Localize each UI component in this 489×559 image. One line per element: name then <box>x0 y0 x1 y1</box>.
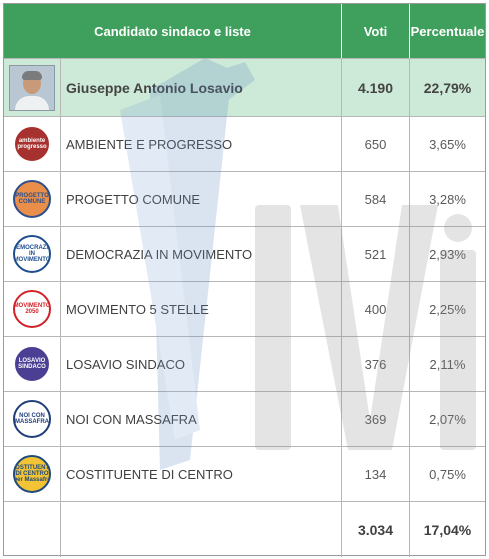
list-name: MOVIMENTO 5 STELLE <box>61 282 342 336</box>
democrazia-movimento-logo-icon: DEMOCRAZIA IN MOVIMENTO <box>13 235 51 273</box>
list-logo-cell: MOVIMENTO 2050 <box>4 282 61 336</box>
header-candidate-lists: Candidato sindaco e liste <box>4 4 342 58</box>
costituente-centro-logo-icon: COSTITUENTE DI CENTRO per Massafra <box>13 455 51 493</box>
list-row: DEMOCRAZIA IN MOVIMENTO DEMOCRAZIA IN MOV… <box>4 227 485 282</box>
header-percentage: Percentuale <box>410 23 485 39</box>
table-header: Candidato sindaco e liste Voti Percentua… <box>4 4 485 59</box>
list-percentage: 2,25% <box>429 301 466 317</box>
list-row: PROGETTO COMUNE PROGETTO COMUNE 584 3,28% <box>4 172 485 227</box>
total-votes: 3.034 <box>342 502 410 557</box>
candidate-percentage: 22,79% <box>423 79 472 96</box>
list-votes: 369 <box>342 392 410 446</box>
list-percentage: 2,07% <box>429 411 466 427</box>
movimento-5-stelle-logo-icon: MOVIMENTO 2050 <box>13 290 51 328</box>
losavio-sindaco-logo-icon: LOSAVIO SINDACO <box>13 345 51 383</box>
list-row: ambiente progresso AMBIENTE E PROGRESSO 65… <box>4 117 485 172</box>
list-name: LOSAVIO SINDACO <box>61 337 342 391</box>
list-row: MOVIMENTO 2050 MOVIMENTO 5 STELLE 400 2,25% <box>4 282 485 337</box>
list-name: AMBIENTE E PROGRESSO <box>61 117 342 171</box>
list-votes: 650 <box>342 117 410 171</box>
list-row: LOSAVIO SINDACO LOSAVIO SINDACO 376 2,11% <box>4 337 485 392</box>
list-percentage: 2,93% <box>429 246 466 262</box>
list-votes: 134 <box>342 447 410 501</box>
results-table: Candidato sindaco e liste Voti Percentua… <box>3 3 486 557</box>
candidate-votes: 4.190 <box>342 59 410 116</box>
list-row: COSTITUENTE DI CENTRO per Massafra COSTIT… <box>4 447 485 502</box>
list-name: COSTITUENTE DI CENTRO <box>61 447 342 501</box>
list-row: NOI CON MASSAFRA NOI CON MASSAFRA 369 2,07% <box>4 392 485 447</box>
total-empty-logo-cell <box>4 502 61 557</box>
list-percentage: 3,65% <box>429 136 466 152</box>
total-row: 3.034 17,04% <box>4 502 485 557</box>
noi-con-massafra-logo-icon: NOI CON MASSAFRA <box>13 400 51 438</box>
candidate-row: Giuseppe Antonio Losavio 4.190 22,79% <box>4 59 485 117</box>
list-logo-cell: ambiente progresso <box>4 117 61 171</box>
list-percentage: 2,11% <box>429 356 466 372</box>
header-votes: Voti <box>342 4 410 58</box>
list-logo-cell: LOSAVIO SINDACO <box>4 337 61 391</box>
list-logo-cell: NOI CON MASSAFRA <box>4 392 61 446</box>
list-logo-cell: PROGETTO COMUNE <box>4 172 61 226</box>
list-percentage: 0,75% <box>429 466 466 482</box>
total-percentage: 17,04% <box>423 521 472 538</box>
list-name: PROGETTO COMUNE <box>61 172 342 226</box>
ambiente-progresso-logo-icon: ambiente progresso <box>13 125 51 163</box>
list-votes: 584 <box>342 172 410 226</box>
list-logo-cell: COSTITUENTE DI CENTRO per Massafra <box>4 447 61 501</box>
candidate-photo <box>9 64 55 111</box>
list-name: DEMOCRAZIA IN MOVIMENTO <box>61 227 342 281</box>
candidate-name: Giuseppe Antonio Losavio <box>61 59 342 116</box>
list-percentage: 3,28% <box>429 191 466 207</box>
list-name: NOI CON MASSAFRA <box>61 392 342 446</box>
total-empty-name-cell <box>61 502 342 557</box>
list-votes: 376 <box>342 337 410 391</box>
list-votes: 400 <box>342 282 410 336</box>
list-votes: 521 <box>342 227 410 281</box>
progetto-comune-logo-icon: PROGETTO COMUNE <box>13 180 51 218</box>
list-logo-cell: DEMOCRAZIA IN MOVIMENTO <box>4 227 61 281</box>
candidate-photo-cell <box>4 59 61 116</box>
